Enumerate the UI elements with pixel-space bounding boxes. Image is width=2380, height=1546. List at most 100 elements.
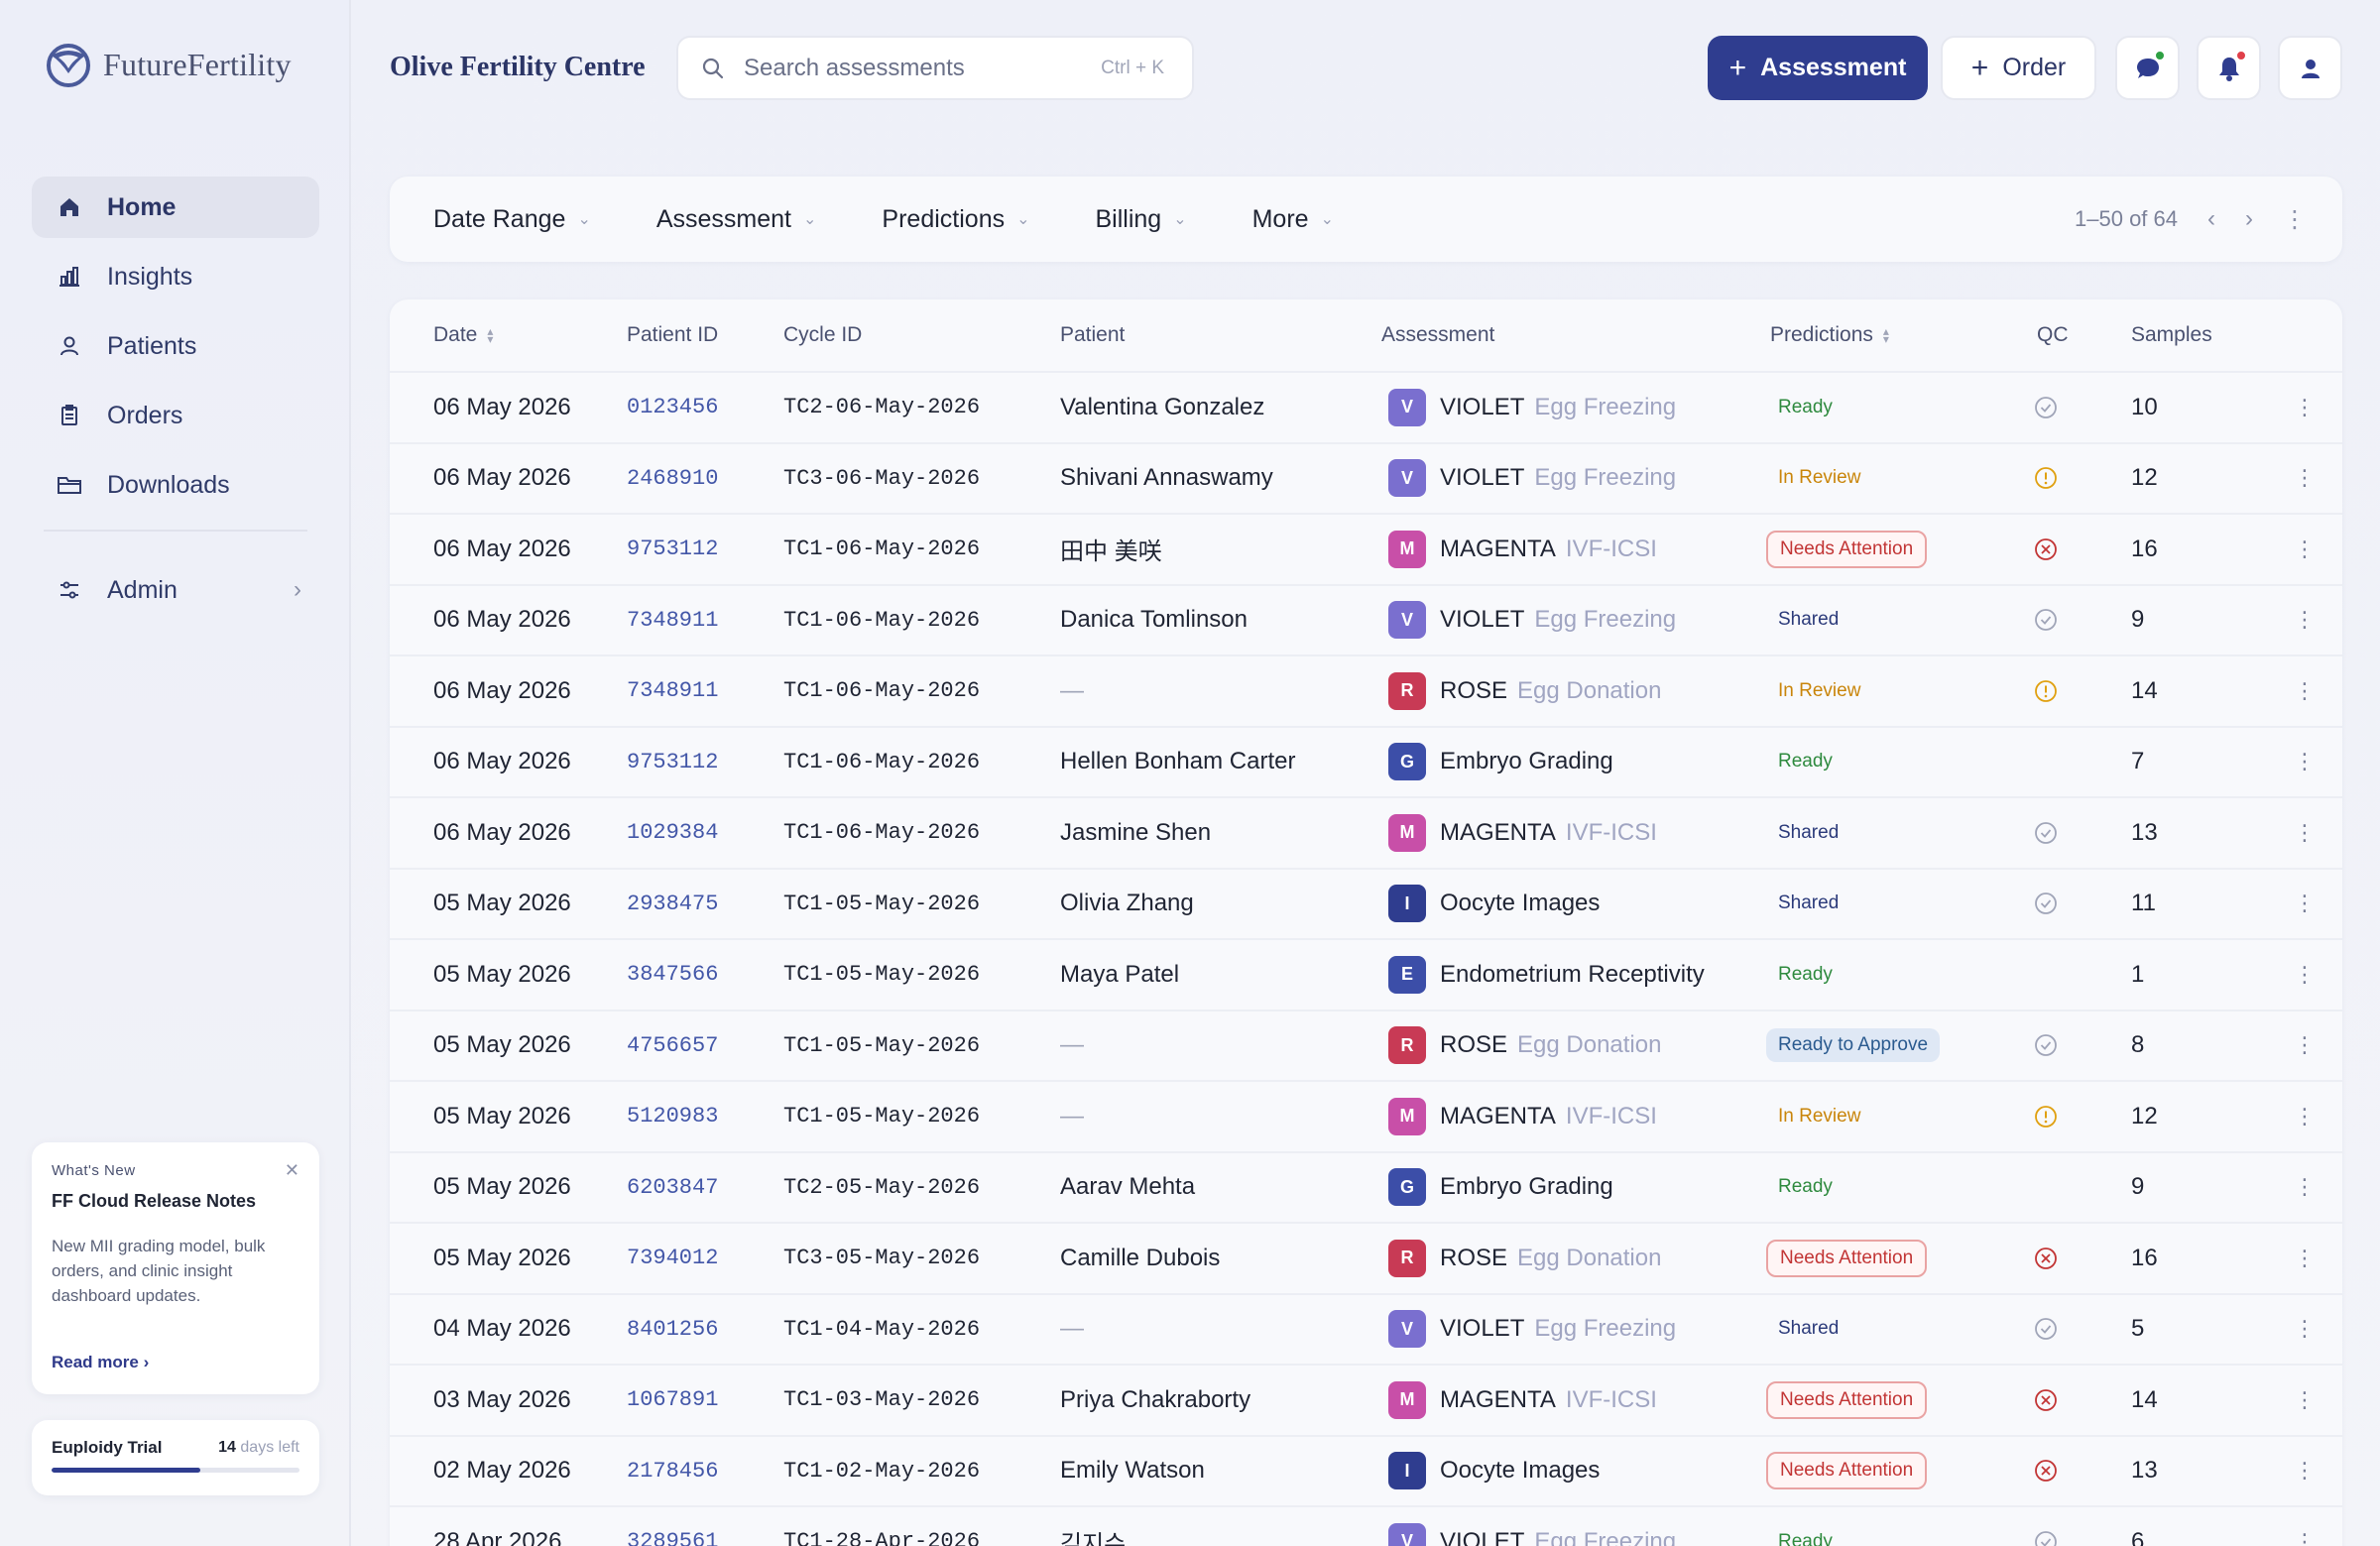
cell-patient-id[interactable]: 9753112 [627, 749, 719, 774]
assessment-subtype: Egg Donation [1517, 676, 1662, 704]
sidebar-item-downloads[interactable]: Downloads [32, 454, 319, 516]
sidebar: FutureFertility Home Insights Patients Orde… [0, 0, 351, 1546]
cell-qc [2033, 1366, 2059, 1435]
table-row[interactable]: 05 May 2026 6203847 TC2-05-May-2026 Aarav M… [390, 1150, 2342, 1223]
table-row[interactable]: 03 May 2026 1067891 TC1-03-May-2026 Priya C… [390, 1364, 2342, 1435]
cell-patient-id[interactable]: 7394012 [627, 1246, 719, 1271]
cell-patient-id[interactable]: 3847566 [627, 962, 719, 988]
assessment-name: VIOLET [1440, 606, 1525, 634]
row-menu-icon[interactable]: ⋮ [2294, 961, 2316, 987]
row-menu-icon[interactable]: ⋮ [2294, 1103, 2316, 1129]
more-options-icon[interactable]: ⋮ [2283, 205, 2307, 233]
notifications-button[interactable] [2197, 36, 2261, 100]
assessments-table: Date ▴ ▾ Patient ID Cycle ID Patient Asses… [390, 299, 2342, 1546]
col-predictions[interactable]: Predictions ▴ ▾ [1770, 323, 1889, 347]
row-menu-icon[interactable]: ⋮ [2294, 749, 2316, 774]
assessment-type-badge: M [1388, 1097, 1426, 1135]
row-menu-icon[interactable]: ⋮ [2294, 607, 2316, 633]
sidebar-item-patients[interactable]: Patients [32, 315, 319, 377]
table-row[interactable]: 05 May 2026 7394012 TC3-05-May-2026 Camille… [390, 1222, 2342, 1293]
row-menu-icon[interactable]: ⋮ [2294, 535, 2316, 561]
sidebar-item-admin[interactable]: Admin › [32, 559, 319, 621]
filter-billing[interactable]: Billing ⌄ [1096, 205, 1187, 234]
col-patient-id: Patient ID [627, 323, 718, 347]
assessment-type-badge: V [1388, 459, 1426, 498]
table-row[interactable]: 06 May 2026 7348911 TC1-06-May-2026 — R ROSE E… [390, 654, 2342, 726]
table-row[interactable]: 05 May 2026 3847566 TC1-05-May-2026 Maya Pa… [390, 938, 2342, 1010]
cell-patient-id[interactable]: 8401256 [627, 1316, 719, 1342]
table-row[interactable]: 05 May 2026 5120983 TC1-05-May-2026 — M MAGEN… [390, 1080, 2342, 1151]
row-menu-icon[interactable]: ⋮ [2294, 819, 2316, 845]
cell-patient-id[interactable]: 2938475 [627, 891, 719, 916]
cell-patient-id[interactable]: 1067891 [627, 1387, 719, 1413]
prediction-status-badge: Needs Attention [1766, 1380, 1928, 1419]
assessment-type-badge: I [1388, 1452, 1426, 1490]
cell-patient-id[interactable]: 1029384 [627, 820, 719, 846]
notification-dot [2235, 50, 2247, 61]
cell-patient-id[interactable]: 2178456 [627, 1458, 719, 1484]
table-row[interactable]: 05 May 2026 2938475 TC1-05-May-2026 Olivia … [390, 867, 2342, 939]
sidebar-item-insights[interactable]: Insights [32, 246, 319, 307]
assessment-type-badge: G [1388, 743, 1426, 781]
table-row[interactable]: 02 May 2026 2178456 TC1-02-May-2026 Emily W… [390, 1434, 2342, 1506]
chart-icon [56, 263, 83, 291]
cell-cycle-id: TC1-06-May-2026 [783, 607, 981, 633]
new-assessment-button[interactable]: + Assessment [1708, 36, 1928, 100]
row-menu-icon[interactable]: ⋮ [2294, 1458, 2316, 1484]
table-row[interactable]: 05 May 2026 4756657 TC1-05-May-2026 — R ROSE E… [390, 1009, 2342, 1081]
cell-patient-id[interactable]: 2468910 [627, 465, 719, 491]
row-menu-icon[interactable]: ⋮ [2294, 465, 2316, 491]
next-page-icon[interactable]: › [2245, 205, 2253, 232]
search-box[interactable]: Ctrl + K [676, 36, 1194, 100]
read-more-link[interactable]: Read more › [52, 1353, 150, 1371]
cell-qc [2033, 586, 2059, 655]
cell-patient-id[interactable]: 7348911 [627, 678, 719, 704]
brand-logo[interactable]: FutureFertility [44, 40, 292, 89]
cell-patient-id[interactable]: 7348911 [627, 607, 719, 633]
new-order-button[interactable]: + Order [1941, 36, 2096, 100]
cell-patient-id[interactable]: 6203847 [627, 1174, 719, 1200]
table-row[interactable]: 06 May 2026 9753112 TC1-06-May-2026 田中 美咲 M M… [390, 513, 2342, 584]
row-menu-icon[interactable]: ⋮ [2294, 1174, 2316, 1200]
filter-predictions[interactable]: Predictions ⌄ [882, 205, 1029, 234]
row-menu-icon[interactable]: ⋮ [2294, 891, 2316, 916]
cell-patient-id[interactable]: 3289561 [627, 1529, 719, 1546]
cell-patient-id[interactable]: 5120983 [627, 1104, 719, 1130]
row-menu-icon[interactable]: ⋮ [2294, 1528, 2316, 1546]
row-menu-icon[interactable]: ⋮ [2294, 1245, 2316, 1270]
profile-button[interactable] [2278, 36, 2342, 100]
col-date[interactable]: Date ▴ ▾ [433, 323, 493, 347]
cell-patient-id[interactable]: 4756657 [627, 1032, 719, 1058]
table-row[interactable]: 28 Apr 2026 3289561 TC1-28-Apr-2026 김지수 V VIO… [390, 1505, 2342, 1546]
cell-patient-id[interactable]: 0123456 [627, 395, 719, 420]
filter-date-range[interactable]: Date Range ⌄ [433, 205, 591, 234]
table-row[interactable]: 06 May 2026 2468910 TC3-06-May-2026 Shivani… [390, 441, 2342, 514]
table-row[interactable]: 04 May 2026 8401256 TC1-04-May-2026 — V VIOLE… [390, 1292, 2342, 1365]
table-row[interactable]: 06 May 2026 1029384 TC1-06-May-2026 Jasmine… [390, 796, 2342, 868]
row-menu-icon[interactable]: ⋮ [2294, 1386, 2316, 1412]
sidebar-item-orders[interactable]: Orders [32, 385, 319, 446]
col-assessment: Assessment [1381, 323, 1494, 347]
assessment-subtype: Egg Donation [1517, 1244, 1662, 1271]
qc-pass-icon [2033, 395, 2059, 420]
row-menu-icon[interactable]: ⋮ [2294, 1032, 2316, 1058]
cell-qc [2033, 1295, 2059, 1365]
assessment-type-badge: V [1388, 1522, 1426, 1546]
cell-patient-id[interactable]: 9753112 [627, 536, 719, 562]
prev-page-icon[interactable]: ‹ [2207, 205, 2215, 232]
filter-more[interactable]: More ⌄ [1252, 205, 1334, 234]
filter-assessment[interactable]: Assessment ⌄ [656, 205, 817, 234]
sidebar-item-home[interactable]: Home [32, 177, 319, 238]
close-icon[interactable]: ✕ [284, 1160, 299, 1180]
filter-label: Billing [1095, 204, 1162, 233]
table-row[interactable]: 06 May 2026 9753112 TC1-06-May-2026 Hellen … [390, 725, 2342, 797]
row-menu-icon[interactable]: ⋮ [2294, 677, 2316, 703]
chat-button[interactable] [2115, 36, 2180, 100]
row-menu-icon[interactable]: ⋮ [2294, 1316, 2316, 1342]
table-row[interactable]: 06 May 2026 7348911 TC1-06-May-2026 Danica … [390, 583, 2342, 655]
row-menu-icon[interactable]: ⋮ [2294, 394, 2316, 419]
trial-card[interactable]: Euploidy Trial 14 days left [32, 1420, 319, 1495]
table-row[interactable]: 06 May 2026 0123456 TC2-06-May-2026 Valenti… [390, 371, 2342, 442]
clinic-name[interactable]: Olive Fertility Centre [390, 52, 646, 82]
search-input[interactable] [744, 54, 1102, 82]
